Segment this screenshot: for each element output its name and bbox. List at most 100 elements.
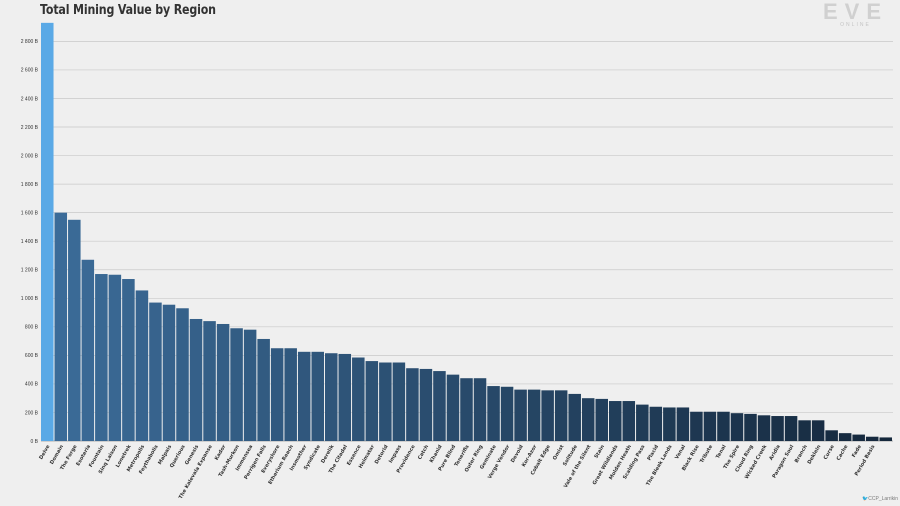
- bar: [325, 353, 338, 441]
- bar: [703, 411, 717, 441]
- bar: [68, 219, 81, 441]
- bar: [663, 407, 676, 441]
- x-tick-label: Omist: [552, 443, 566, 461]
- bar: [176, 308, 189, 441]
- bar: [865, 436, 879, 441]
- author-credit: 🐦CCP_Larrikin: [862, 496, 898, 502]
- bar: [581, 398, 595, 441]
- logo-wordmark: EVE: [822, 0, 888, 24]
- bar: [500, 386, 514, 441]
- x-tick-label: Placid: [646, 444, 660, 462]
- y-tick-label: 2 400 B: [21, 96, 39, 102]
- bar: [284, 348, 297, 441]
- bar: [690, 411, 703, 441]
- x-tick-label: Stain: [593, 444, 606, 460]
- eve-online-logo: EVE ONLINE: [822, 0, 888, 29]
- credit-handle: CCP_Larrikin: [868, 496, 898, 502]
- bar: [297, 351, 311, 441]
- bar: [379, 362, 392, 441]
- x-tick-label: Venal: [674, 444, 687, 461]
- y-tick-label: 400 B: [25, 382, 39, 388]
- bar: [149, 302, 162, 441]
- bar: [41, 22, 54, 441]
- bar: [392, 362, 406, 441]
- bar: [230, 328, 243, 441]
- bar: [473, 378, 487, 441]
- bar: [189, 318, 203, 441]
- y-tick-label: 200 B: [25, 410, 39, 416]
- bar: [676, 407, 690, 441]
- bar: [446, 374, 460, 441]
- bar: [311, 351, 324, 441]
- y-tick-label: 2 800 B: [21, 39, 39, 45]
- y-tick-label: 1 200 B: [21, 268, 39, 274]
- chart-title: Total Mining Value by Region: [40, 3, 216, 18]
- y-axis-ticks: 0 B 200 B 400 B 600 B 800 B 1 000 B 1 200 B 1 4…: [21, 39, 39, 445]
- y-tick-label: 1 800 B: [21, 182, 39, 188]
- bar: [744, 413, 757, 441]
- bars: [41, 22, 892, 441]
- y-tick-label: 1 600 B: [21, 210, 39, 216]
- bar: [54, 212, 68, 441]
- bar: [730, 413, 744, 441]
- bar: [514, 389, 527, 441]
- x-tick-label: Fade: [851, 443, 863, 458]
- bar: [879, 437, 892, 441]
- bar: [216, 323, 230, 441]
- x-tick-label: Tribute: [699, 443, 714, 464]
- bar: [162, 304, 176, 441]
- x-tick-label: Kador: [214, 444, 228, 462]
- bar: [527, 389, 541, 441]
- x-tick-label: Aridia: [768, 444, 782, 461]
- bar: [81, 259, 95, 441]
- bar: [771, 416, 784, 441]
- x-tick-label: Curse: [823, 443, 837, 460]
- y-tick-label: 1 000 B: [21, 296, 39, 302]
- bar: [460, 378, 473, 441]
- y-tick-label: 2 200 B: [21, 125, 39, 131]
- x-tick-label: Tenal: [715, 444, 728, 460]
- bar: [203, 321, 216, 441]
- bar: [852, 434, 865, 441]
- bar: [609, 401, 622, 441]
- bar: [541, 390, 554, 441]
- bar: [649, 406, 663, 441]
- x-tick-label: Catch: [417, 444, 430, 461]
- bar: [365, 361, 379, 441]
- bar: [352, 357, 365, 441]
- bar: [784, 416, 798, 441]
- bar: [406, 368, 419, 441]
- bar: [595, 398, 608, 441]
- bar: [122, 279, 135, 441]
- bar: [135, 290, 149, 441]
- x-tick-label: The Bleak Lands: [645, 444, 673, 487]
- bar: [636, 404, 649, 441]
- twitter-bird-icon: 🐦: [862, 496, 869, 502]
- bar: [757, 415, 771, 441]
- bar: [419, 368, 433, 441]
- y-tick-label: 800 B: [25, 325, 39, 331]
- y-tick-label: 0 B: [30, 439, 38, 445]
- bar: [257, 338, 270, 441]
- bar: [717, 411, 730, 441]
- x-tick-label: Deklein: [807, 444, 823, 466]
- y-tick-label: 600 B: [25, 353, 39, 359]
- bar: [270, 348, 284, 441]
- bar: [622, 401, 636, 441]
- y-tick-label: 2 000 B: [21, 153, 39, 159]
- bar: [554, 390, 568, 441]
- bar: [487, 386, 500, 441]
- bar: [108, 274, 122, 441]
- logo-subtext: ONLINE: [840, 22, 871, 28]
- y-tick-label: 2 600 B: [21, 68, 39, 74]
- bar: [568, 393, 581, 441]
- bar: [243, 329, 257, 441]
- bar: [838, 433, 852, 441]
- y-tick-label: 1 400 B: [21, 239, 39, 245]
- bar: [798, 420, 811, 441]
- x-tick-label: Delve: [38, 443, 51, 460]
- bar: [95, 274, 108, 441]
- bar: [825, 430, 838, 441]
